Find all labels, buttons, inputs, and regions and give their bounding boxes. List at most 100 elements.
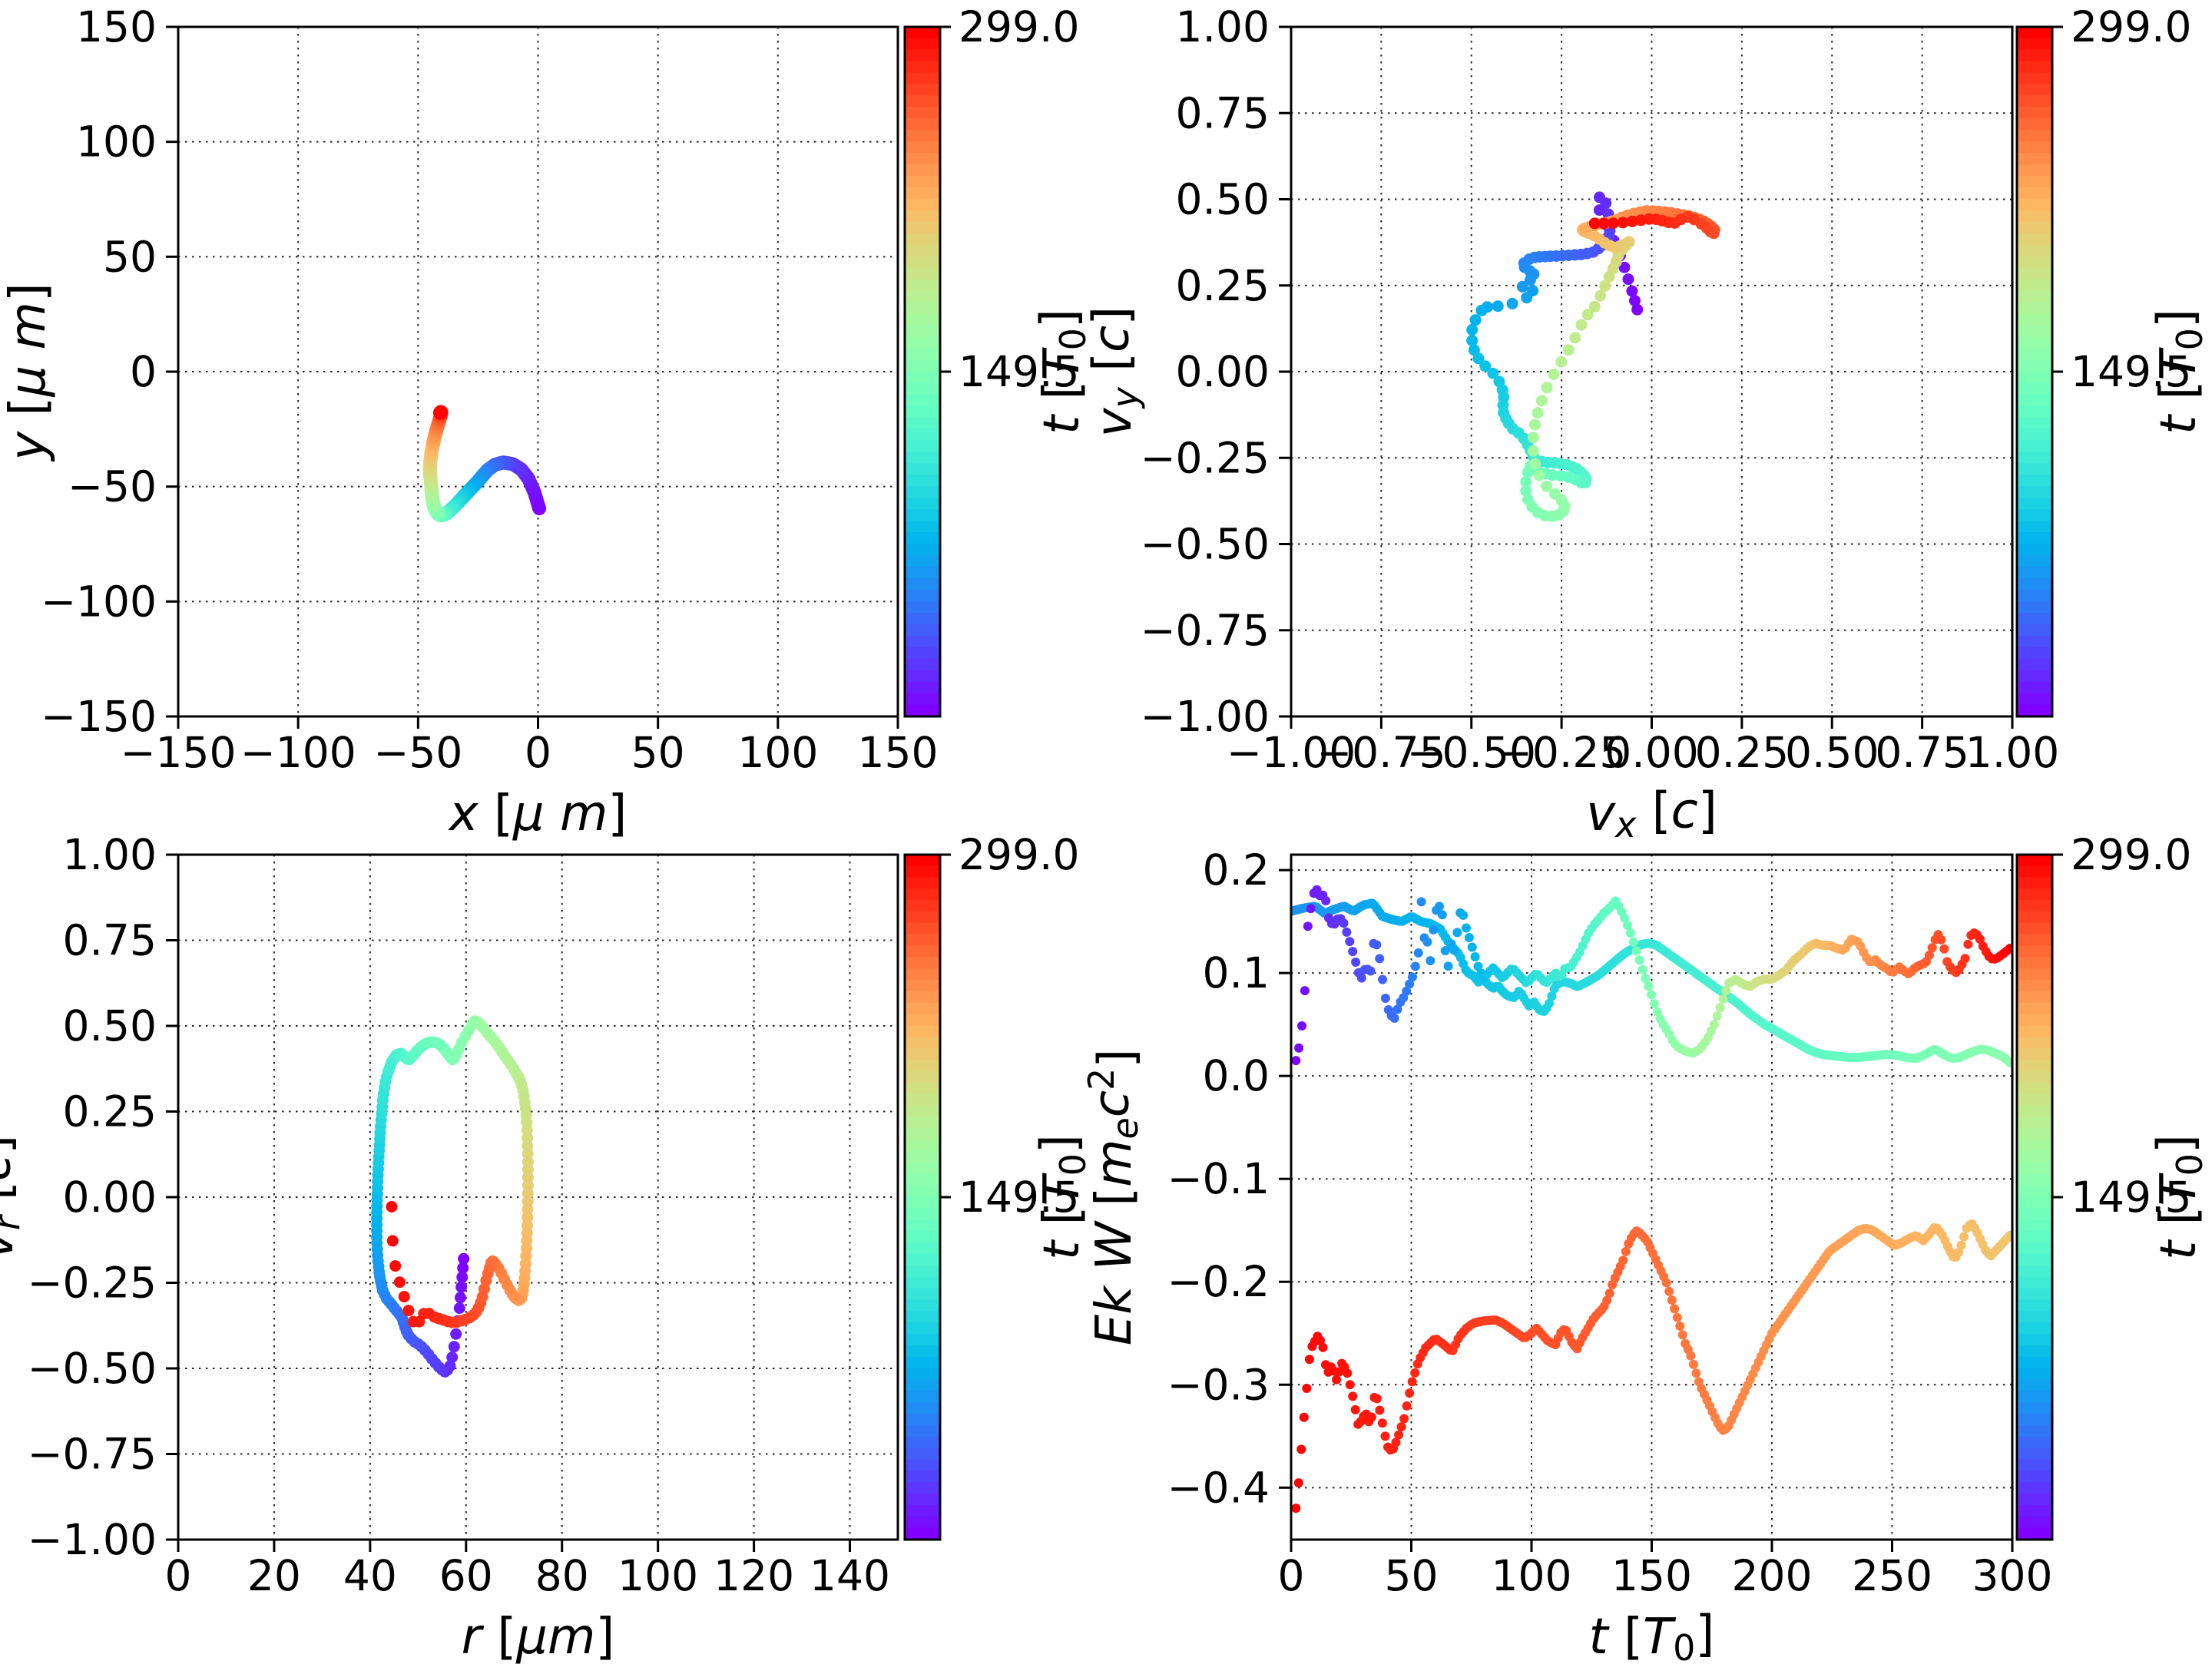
- colorbar-gradient-step: [905, 1208, 940, 1221]
- scatter-point: [1647, 990, 1657, 1000]
- scatter-point: [1532, 407, 1544, 419]
- scatter-point: [1291, 1504, 1301, 1514]
- scatter-point: [1521, 292, 1533, 304]
- scatter-point: [1652, 1007, 1662, 1017]
- scatter-point: [1626, 215, 1638, 227]
- scatter-point: [1545, 998, 1555, 1008]
- y-tick-label: 0.50: [63, 1001, 157, 1050]
- colorbar-xy-trajectory: 299.0 149.5t [T0]: [903, 2, 1094, 718]
- colorbar-gradient-step: [905, 107, 940, 120]
- colorbar-gradient-step: [905, 589, 940, 602]
- scatter-point: [1712, 1011, 1722, 1021]
- colorbar-gradient-step: [905, 1391, 940, 1404]
- y-tick-label: 1.00: [1176, 2, 1270, 51]
- colorbar-gradient-step: [2017, 371, 2052, 384]
- scatter-point: [1443, 961, 1453, 971]
- colorbar-gradient-step: [905, 210, 940, 223]
- y-tick-label: −50: [68, 462, 157, 511]
- scatter-point: [446, 1351, 459, 1363]
- colorbar-gradient-step: [2017, 394, 2052, 407]
- scatter-point: [1634, 955, 1644, 965]
- colorbar-gradient-step: [2017, 1002, 2052, 1015]
- colorbar-gradient-step: [2017, 130, 2052, 143]
- colorbar-gradient-step: [905, 463, 940, 476]
- colorbar-gradient-step: [905, 1516, 940, 1529]
- x-tick-label: 20: [247, 1551, 301, 1600]
- colorbar-gradient-step: [905, 693, 940, 706]
- scatter-point: [455, 1281, 468, 1293]
- colorbar-gradient-step: [2017, 658, 2052, 671]
- energy-band-upper-wiggly: [1291, 885, 2012, 1066]
- scatter-point: [1375, 1405, 1385, 1415]
- colorbar-gradient-step: [2017, 1140, 2052, 1153]
- colorbar-gradient-step: [2017, 1527, 2052, 1540]
- colorbar-gradient-step: [905, 1276, 940, 1289]
- colorbar-gradient-step: [2017, 302, 2052, 315]
- scatter-point: [1524, 273, 1536, 286]
- x-tick-label: 100: [1492, 1551, 1572, 1600]
- scatter-series-group: [1466, 191, 1720, 522]
- scatter-point: [1956, 1240, 1966, 1250]
- x-tick-label: 50: [1385, 1551, 1439, 1600]
- x-tick-label: 140: [810, 1551, 890, 1600]
- y-tick-label: 100: [76, 117, 157, 167]
- y-tick-label: −0.3: [1167, 1360, 1270, 1409]
- colorbar-gradient-step: [2017, 899, 2052, 912]
- scatter-point: [1366, 966, 1376, 976]
- colorbar-gradient-step: [905, 945, 940, 958]
- colorbar-gradient-step: [905, 244, 940, 257]
- scatter-point: [1299, 1412, 1309, 1422]
- y-tick-label: 0.25: [1176, 261, 1270, 310]
- panel-energy-vs-time: 0 50 100 150 200 250 300 0.2 0.1 0.0 −0.1 −0.2 −0.3 −…: [1081, 830, 2210, 1669]
- colorbar-gradient-step: [2017, 612, 2052, 625]
- scatter-point: [450, 1328, 462, 1340]
- colorbar-gradient-step: [2017, 141, 2052, 154]
- scatter-point: [2005, 1057, 2012, 1067]
- colorbar-gradient-step: [2017, 26, 2052, 39]
- colorbar-r-vr-trajectory: 299.0 149.5t [T0]: [903, 830, 1094, 1541]
- scatter-point: [1343, 1368, 1353, 1378]
- scatter-point: [522, 1172, 534, 1184]
- colorbar-gradient-step: [905, 1379, 940, 1392]
- scatter-point: [1664, 1286, 1674, 1296]
- colorbar-gradient-step: [2017, 49, 2052, 62]
- scatter-point: [1332, 1375, 1342, 1385]
- colorbar-gradient-step: [2017, 244, 2052, 257]
- colorbar-gradient-step: [2017, 532, 2052, 544]
- scatter-point: [1604, 1289, 1614, 1299]
- scatter-point: [389, 1260, 402, 1272]
- colorbar-gradient-step: [2017, 348, 2052, 361]
- colorbar-gradient-step: [905, 199, 940, 211]
- colorbar-tick-label: 299.0: [959, 830, 1079, 879]
- colorbar-gradient-step: [905, 302, 940, 315]
- colorbar-tick-label: 149.5: [2071, 1173, 2191, 1222]
- colorbar-gradient-step: [905, 1322, 940, 1335]
- panel-xy-trajectory: −150 −100 −50 0 50 100 150150100500−50−100−150…: [0, 2, 1094, 842]
- scatter-point: [1389, 1014, 1399, 1023]
- colorbar-gradient-step: [905, 600, 940, 614]
- scatter-point: [522, 1148, 534, 1160]
- colorbar-gradient-step: [905, 1105, 940, 1118]
- colorbar-tick-label: 149.5: [959, 347, 1079, 396]
- y-tick-label: 50: [103, 232, 157, 281]
- x-tick-label: 50: [631, 728, 685, 777]
- colorbar-gradient-step: [905, 1151, 940, 1163]
- colorbar-gradient-step: [2017, 1105, 2052, 1118]
- x-tick-label: −0.50: [1406, 728, 1536, 777]
- y-tick-label: −0.2: [1167, 1257, 1270, 1306]
- scatter-point: [1688, 1359, 1698, 1369]
- colorbar-gradient-step: [905, 877, 940, 890]
- x-axis-label: r [μm]: [462, 1609, 615, 1666]
- x-tick-label: 40: [343, 1551, 397, 1600]
- scatter-point: [1522, 466, 1534, 478]
- x-tick-label: −1.00: [1227, 728, 1356, 777]
- colorbar-gradient-step: [2017, 187, 2052, 200]
- x-axis-label: t [T0]: [1589, 1606, 1715, 1669]
- colorbar-gradient-step: [905, 1140, 940, 1153]
- scatter-point: [1631, 303, 1644, 316]
- colorbar-gradient-step: [2017, 164, 2052, 177]
- colorbar-gradient-step: [2017, 911, 2052, 924]
- scatter-point: [1372, 940, 1382, 950]
- colorbar-gradient-step: [905, 1527, 940, 1540]
- scatter-point: [522, 1163, 534, 1176]
